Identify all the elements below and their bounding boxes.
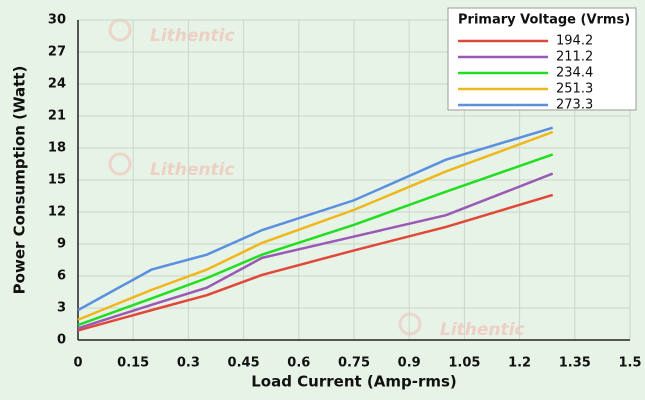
y-tick-label: 12: [48, 205, 66, 220]
legend-label: 273.3: [556, 98, 593, 113]
x-tick-label: 1.05: [448, 356, 480, 371]
x-tick-label: 0: [73, 356, 82, 371]
x-tick-label: 0.45: [228, 356, 260, 371]
y-tick-label: 30: [48, 13, 66, 28]
y-tick-label: 9: [57, 237, 66, 252]
watermark: Lithentic: [150, 26, 235, 46]
legend-box: [447, 7, 637, 111]
legend-title: Primary Voltage (Vrms): [458, 13, 630, 28]
x-tick-label: 1.5: [618, 356, 641, 371]
legend-label: 194.2: [556, 34, 593, 49]
data-line: [77, 172, 554, 330]
y-tick-label: 27: [48, 45, 66, 60]
x-axis-title: Load Current (Amp-rms): [251, 373, 457, 391]
y-tick-label: 6: [57, 269, 66, 284]
x-tick-label: 0.9: [398, 356, 421, 371]
y-tick-label: 15: [48, 173, 66, 188]
x-tick-label: 0.6: [287, 356, 310, 371]
x-tick-label: 1.35: [559, 356, 591, 371]
data-line: [77, 126, 554, 312]
watermark: Lithentic: [440, 320, 525, 340]
y-tick-label: 24: [48, 77, 66, 92]
x-tick-label: 0.3: [177, 356, 200, 371]
watermark-logo: [108, 152, 132, 176]
x-tick-label: 0.15: [117, 356, 149, 371]
y-axis-title: Power Consumption (Watt): [11, 66, 29, 295]
x-tick-label: 0.75: [338, 356, 370, 371]
watermark-logo: [398, 312, 422, 336]
data-line: [77, 130, 554, 321]
data-line: [77, 153, 554, 327]
y-tick-label: 18: [48, 141, 66, 156]
legend-label: 234.4: [556, 66, 593, 81]
legend-label: 211.2: [556, 50, 593, 65]
x-tick-label: 1.2: [508, 356, 531, 371]
y-tick-label: 3: [57, 301, 66, 316]
y-tick-label: 21: [48, 109, 66, 124]
watermark: Lithentic: [150, 160, 235, 180]
y-tick-label: 0: [57, 333, 66, 348]
legend-label: 251.3: [556, 82, 593, 97]
data-line: [77, 193, 554, 332]
